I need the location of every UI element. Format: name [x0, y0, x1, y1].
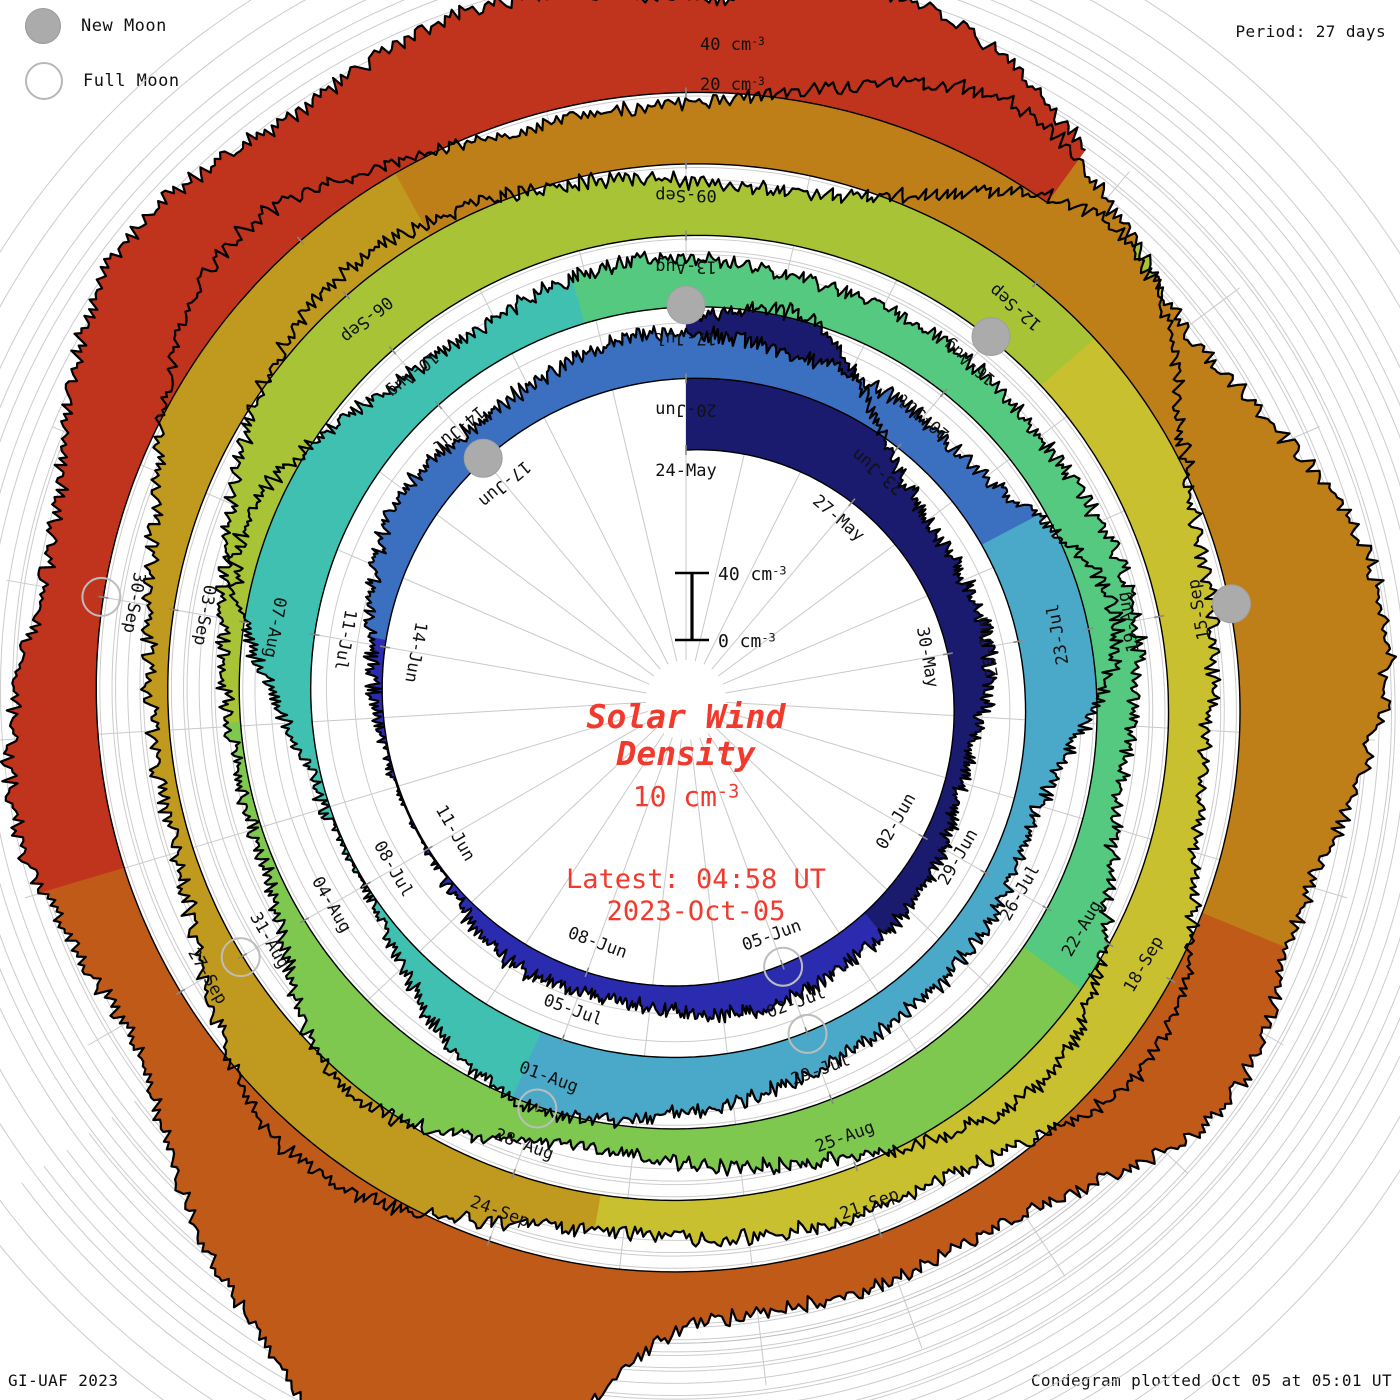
full-moon-marker — [81, 576, 122, 617]
date-label: 17-Jul — [655, 328, 716, 348]
period-text: Period: 27 days — [1235, 22, 1386, 41]
chart-title-line2: Density — [615, 734, 756, 773]
day-tick — [535, 1101, 541, 1112]
date-label: 03-Sep — [189, 583, 219, 647]
new-moon-label: New Moon — [81, 16, 167, 36]
spiral-baseline — [95, 91, 1241, 1273]
date-label: 13-Aug — [655, 257, 716, 277]
day-tick — [239, 620, 250, 624]
new-moon-marker — [971, 317, 1011, 357]
full-moon-marker — [763, 946, 804, 987]
day-tick — [1042, 905, 1052, 912]
moon-phase-markers — [81, 285, 1251, 1129]
day-tick — [1031, 278, 1040, 288]
day-ticks — [98, 87, 1235, 1246]
day-tick — [361, 881, 372, 888]
center-title-block: Solar Wind Density 10 cm-3 Latest: 04:58… — [566, 697, 826, 927]
day-tick — [980, 869, 990, 876]
day-tick — [486, 1236, 492, 1246]
new-moon-marker — [666, 285, 706, 325]
day-tick — [559, 1034, 565, 1045]
outer-scale-label-20: 20 cm-3 — [700, 75, 765, 95]
date-label: 02-Jun — [872, 790, 920, 853]
day-tick — [942, 652, 953, 656]
density-fill-segment — [388, 77, 1396, 972]
density-fill-segment — [0, 0, 1086, 894]
day-tick — [1083, 627, 1094, 631]
full-moon-icon — [25, 62, 63, 100]
new-moon-marker — [1212, 584, 1251, 624]
day-tick — [342, 291, 351, 300]
day-tick — [893, 443, 902, 453]
density-fill-segment — [28, 841, 1288, 1400]
density-fill-segment — [364, 326, 1053, 641]
day-tick — [299, 917, 310, 924]
day-tick — [296, 236, 305, 246]
outer-scale-labels: 40 cm-3 20 cm-3 — [700, 35, 765, 95]
date-label: 30-Sep — [119, 571, 149, 635]
day-tick — [779, 959, 785, 970]
full-moon-marker — [787, 1013, 828, 1054]
day-tick — [175, 988, 186, 995]
full-moon-marker — [517, 1088, 558, 1129]
day-tick — [434, 400, 443, 410]
density-fill-segment — [572, 251, 1147, 1023]
radial-gridline — [0, 701, 647, 741]
day-tick — [1104, 941, 1114, 948]
new-moon-marker — [463, 438, 503, 478]
date-label: 20-Jun — [655, 400, 716, 420]
date-label: 08-Jul — [369, 838, 417, 901]
day-tick — [853, 1161, 859, 1172]
day-tick — [309, 632, 320, 637]
day-tick — [1154, 614, 1165, 619]
radial-gridline — [52, 426, 650, 685]
day-tick — [379, 645, 391, 649]
day-tick — [1013, 639, 1024, 644]
full-moon-label: Full Moon — [83, 71, 180, 91]
day-tick — [388, 345, 397, 355]
date-label: 04-Aug — [307, 873, 355, 936]
day-tick — [877, 1228, 883, 1239]
latest-time-label: Latest: 04:58 UT — [566, 864, 826, 895]
day-tick — [98, 595, 109, 599]
amplitude-label: 10 cm-3 — [633, 780, 740, 813]
day-tick — [237, 952, 248, 960]
center-scalebar: 40 cm-3 0 cm-3 — [675, 564, 787, 652]
scalebar-top-label: 40 cm-3 — [718, 564, 787, 585]
date-label: 24-May — [655, 461, 716, 481]
scalebar-bottom-label: 0 cm-3 — [718, 631, 776, 652]
day-tick — [423, 845, 433, 852]
day-tick — [584, 967, 590, 978]
legend-full-moon: Full Moon — [25, 62, 180, 100]
date-label: 14-Jun — [400, 620, 430, 684]
outer-scale-label-40: 40 cm-3 — [700, 35, 765, 55]
date-label: 30-May — [912, 625, 942, 689]
day-tick — [939, 388, 948, 398]
legend-new-moon: New Moon — [25, 8, 167, 44]
new-moon-icon — [25, 8, 61, 44]
date-label: 09-Sep — [655, 185, 716, 205]
chart-title-line1: Solar Wind — [587, 697, 787, 736]
date-label: 08-Jun — [565, 923, 630, 963]
day-tick — [847, 498, 856, 507]
radial-gridline — [24, 710, 648, 899]
radial-gridline — [6, 579, 647, 694]
date-label: 11-Jun — [431, 802, 479, 865]
density-fill-segment — [495, 513, 1126, 1128]
latest-date-label: 2023-Oct-05 — [607, 896, 786, 927]
day-tick — [1166, 976, 1176, 984]
day-tick — [168, 608, 179, 612]
full-moon-marker — [220, 937, 261, 978]
day-tick — [918, 833, 928, 841]
day-tick — [511, 1168, 517, 1179]
footer-credit: GI-UAF 2023 — [8, 1371, 119, 1390]
day-tick — [828, 1094, 834, 1105]
day-tick — [804, 1027, 810, 1037]
density-fill-segment — [228, 267, 602, 1100]
